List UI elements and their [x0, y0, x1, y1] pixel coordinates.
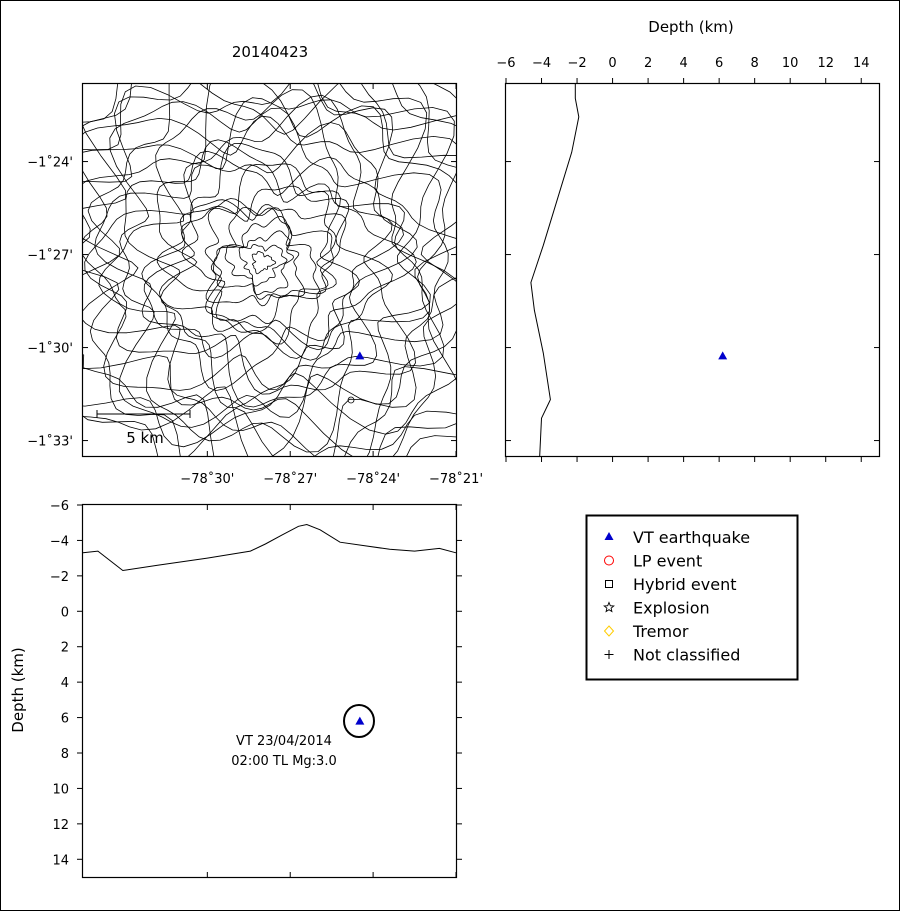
- depth-latitude-panel: Depth (km) −6 −4 −2 0 2 4 6 8 10 12 14: [496, 18, 881, 462]
- vt-earthquake-marker: [718, 351, 728, 360]
- highlight-circle: [343, 704, 375, 738]
- depth-y-tick-label: 0: [61, 605, 69, 620]
- topographic-contours: [83, 84, 456, 456]
- depth-y-tick-label: 2: [61, 641, 69, 656]
- legend-label: VT earthquake: [633, 528, 750, 547]
- diamond-icon: [603, 625, 615, 637]
- square-icon: [605, 580, 613, 588]
- map-x-tick-label: −78˚27': [263, 471, 317, 487]
- map-x-tick-label: −78˚24': [346, 471, 400, 487]
- legend-label: LP event: [633, 552, 702, 571]
- topography-profile: [530, 84, 580, 457]
- depth-axis-label-top: Depth (km): [648, 18, 733, 36]
- map-x-tick-label: −78˚30': [180, 471, 234, 487]
- legend-item: LP event: [604, 552, 702, 571]
- depth-x-tick-label: −4: [532, 56, 551, 71]
- scale-bar: 5 km: [96, 410, 191, 447]
- depth-axis-label-left: Depth (km): [9, 647, 27, 732]
- depth-x-tick-label: 10: [782, 56, 799, 71]
- vt-earthquake-marker: [355, 351, 365, 360]
- depth-y-tick-label: 8: [61, 747, 69, 762]
- longitude-depth-panel: Depth (km) −6 −4 −2 0 2 4 6 8 10 12 14 VT 23/04/20…: [9, 499, 462, 879]
- event-annotation-line2: 02:00 TL Mg:3.0: [231, 754, 336, 769]
- depth-x-tick-label: 14: [853, 56, 870, 71]
- depth-x-tick-label: 4: [679, 56, 687, 71]
- legend-label: Explosion: [633, 599, 710, 618]
- triangle-icon: [604, 532, 614, 540]
- legend-item: Tremor: [603, 622, 689, 641]
- event-annotation-line1: VT 23/04/2014: [236, 734, 332, 749]
- depth-y-tick-label: 14: [52, 853, 69, 868]
- depth-y-tick-label: 4: [61, 676, 69, 691]
- depth-y-tick-label: −2: [50, 570, 69, 585]
- legend-item: Not classified: [604, 646, 740, 665]
- depth-x-tick-label: −6: [496, 56, 515, 71]
- depth-y-tick-label: 10: [52, 782, 69, 797]
- scale-bar-label: 5 km: [126, 429, 164, 447]
- legend-label: Tremor: [632, 622, 689, 641]
- legend-label: Not classified: [633, 646, 740, 665]
- legend-item: Explosion: [603, 599, 710, 618]
- topography-profile: [82, 523, 457, 572]
- map-y-tick-label: −1˚27': [27, 248, 73, 264]
- legend: VT earthquake LP event Hybrid event Explosi…: [585, 514, 799, 681]
- map-x-tick-label: −78˚21': [429, 471, 483, 487]
- map-y-tick-label: −1˚30': [27, 341, 73, 357]
- map-panel: 20140423 −78˚30' −78˚27' −78˚24' −78˚21' −1˚…: [27, 43, 483, 487]
- star-icon: [603, 601, 615, 613]
- depth-x-tick-label: 8: [751, 56, 759, 71]
- depth-y-tick-label: 6: [61, 712, 69, 727]
- legend-label: Hybrid event: [633, 575, 737, 594]
- map-y-tick-label: −1˚33': [27, 434, 73, 450]
- depth-x-tick-label: 2: [644, 56, 652, 71]
- depth-x-tick-label: 0: [608, 56, 616, 71]
- depth-x-tick-label: 12: [817, 56, 834, 71]
- depth-x-tick-label: 6: [715, 56, 723, 71]
- depth-y-tick-label: −4: [50, 534, 69, 549]
- depth-x-tick-label: −2: [567, 56, 586, 71]
- legend-item: Hybrid event: [605, 575, 737, 594]
- circle-icon: [604, 555, 614, 566]
- vt-earthquake-marker: [355, 716, 365, 725]
- depth-y-tick-label: −6: [50, 499, 69, 514]
- legend-item: VT earthquake: [604, 528, 750, 547]
- depth-y-tick-label: 12: [52, 818, 69, 833]
- map-y-tick-label: −1˚24': [27, 155, 73, 171]
- map-title: 20140423: [232, 43, 308, 61]
